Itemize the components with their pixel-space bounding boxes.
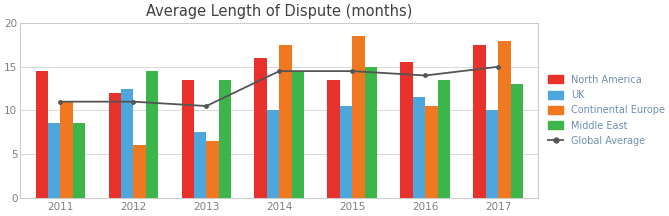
Bar <box>219 80 231 198</box>
Global Average <box>494 65 502 68</box>
Bar <box>401 62 413 198</box>
Global Average <box>349 70 357 72</box>
Bar <box>181 80 194 198</box>
Bar <box>48 124 60 198</box>
Bar <box>425 106 438 198</box>
Bar <box>133 145 146 198</box>
Bar <box>73 124 85 198</box>
Bar <box>194 132 206 198</box>
Bar <box>206 141 219 198</box>
Bar <box>280 45 292 198</box>
Global Average <box>202 105 210 107</box>
Line: Global Average: Global Average <box>58 64 500 108</box>
Bar <box>353 36 365 198</box>
Global Average <box>56 100 64 103</box>
Bar <box>60 102 73 198</box>
Bar <box>340 106 353 198</box>
Bar <box>35 71 48 198</box>
Bar <box>474 45 486 198</box>
Bar <box>498 41 510 198</box>
Bar <box>413 97 425 198</box>
Global Average <box>421 74 429 77</box>
Bar <box>254 58 267 198</box>
Bar <box>438 80 450 198</box>
Bar <box>267 110 280 198</box>
Bar <box>365 67 377 198</box>
Bar <box>121 89 133 198</box>
Bar <box>328 80 340 198</box>
Bar <box>292 71 304 198</box>
Title: Average Length of Dispute (months): Average Length of Dispute (months) <box>146 4 413 19</box>
Bar <box>510 84 523 198</box>
Bar <box>146 71 158 198</box>
Bar <box>486 110 498 198</box>
Global Average <box>129 100 137 103</box>
Bar <box>108 93 121 198</box>
Legend: North America, UK, Continental Europe, Middle East, Global Average: North America, UK, Continental Europe, M… <box>549 75 665 146</box>
Global Average <box>276 70 284 72</box>
